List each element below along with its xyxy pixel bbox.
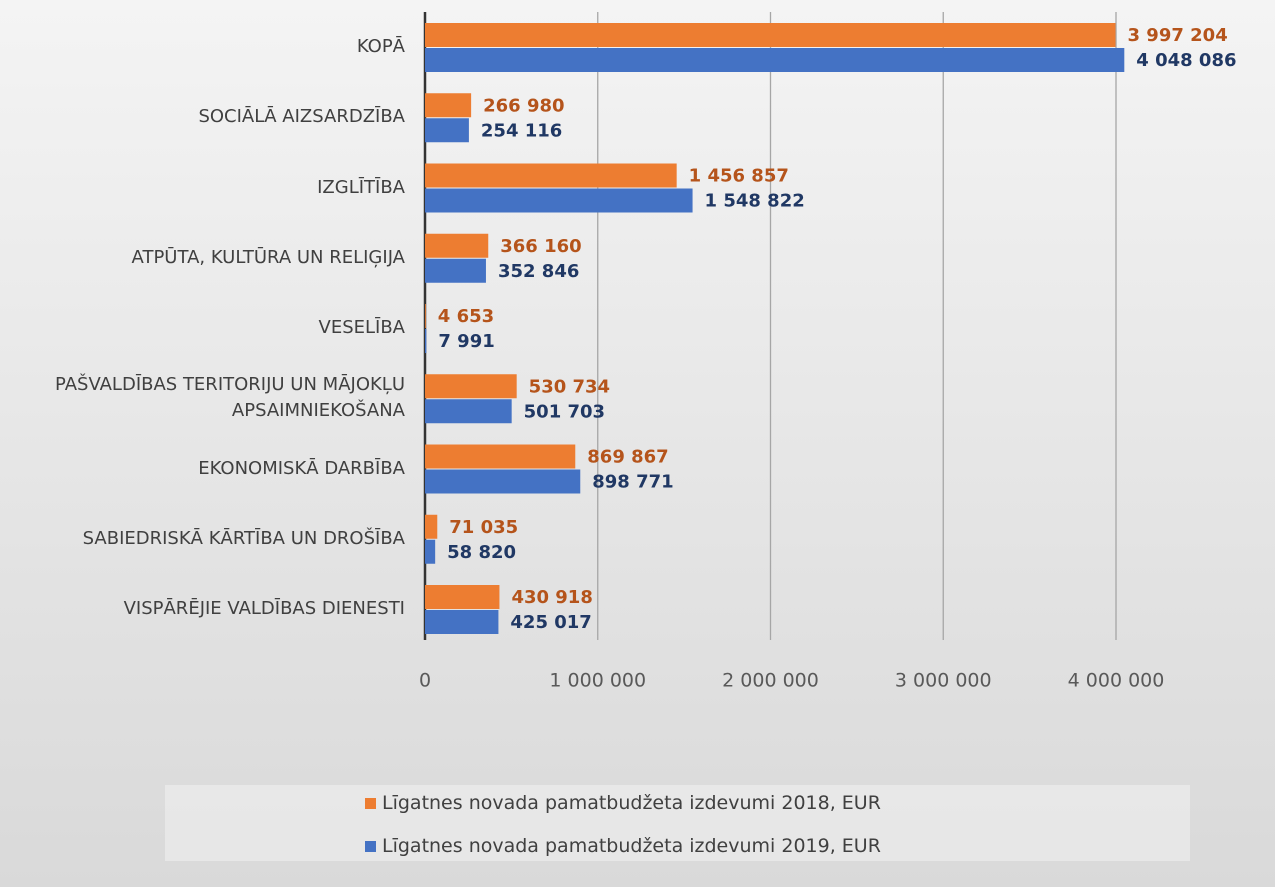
data-label: 4 048 086 [1136, 50, 1236, 71]
data-label: 501 703 [524, 401, 605, 422]
bar [425, 399, 512, 424]
legend-swatch [365, 840, 376, 852]
x-tick-label: 2 000 000 [722, 670, 819, 692]
data-label: 71 035 [449, 517, 518, 538]
category-label: SOCIĀLĀ AIZSARDZĪBA [198, 106, 405, 128]
category-label: SABIEDRISKĀ KĀRTĪBA UN DROŠĪBA [82, 527, 405, 549]
x-tick-label: 4 000 000 [1068, 670, 1165, 692]
bar [425, 585, 500, 609]
x-tick-label: 3 000 000 [895, 670, 992, 692]
legend: Līgatnes novada pamatbudžeta izdevumi 20… [165, 785, 1190, 861]
data-label: 366 160 [500, 236, 581, 257]
data-label: 430 918 [511, 587, 592, 608]
category-label: PAŠVALDĪBAS TERITORIJU UN MĀJOKĻU APSAIM… [55, 374, 405, 422]
data-label: 7 991 [438, 331, 494, 352]
data-label: 352 846 [498, 261, 579, 282]
bar [425, 258, 486, 283]
bar [425, 188, 693, 213]
data-label: 4 653 [438, 306, 494, 327]
data-label: 3 997 204 [1128, 25, 1228, 46]
bar [425, 539, 436, 564]
x-tick-label: 1 000 000 [549, 670, 646, 692]
data-label: 1 456 857 [689, 166, 789, 187]
data-label: 530 734 [529, 376, 610, 397]
category-label: KOPĀ [356, 36, 405, 57]
category-label: VISPĀRĒJIE VALDĪBAS DIENESTI [123, 598, 405, 619]
bar [425, 93, 472, 118]
bar [425, 304, 426, 328]
legend-item: Līgatnes novada pamatbudžeta izdevumi 20… [365, 835, 881, 857]
bar [425, 610, 499, 634]
bar [425, 374, 517, 399]
legend-label: Līgatnes novada pamatbudžeta izdevumi 20… [382, 835, 881, 857]
bar [425, 444, 576, 469]
data-label: 425 017 [510, 612, 591, 633]
bar [425, 233, 489, 258]
data-label: 58 820 [447, 542, 516, 563]
data-label: 898 771 [592, 472, 673, 493]
legend-swatch [365, 797, 376, 809]
category-label: EKONOMISKĀ DARBĪBA [198, 457, 405, 479]
legend-item: Līgatnes novada pamatbudžeta izdevumi 20… [365, 792, 881, 814]
category-label: IZGLĪTĪBA [317, 176, 405, 198]
bar [425, 514, 438, 539]
bar [425, 329, 427, 353]
x-tick-label: 0 [419, 670, 431, 692]
bar [425, 118, 469, 143]
bar [425, 48, 1125, 72]
legend-label: Līgatnes novada pamatbudžeta izdevumi 20… [382, 792, 881, 814]
data-label: 254 116 [481, 120, 562, 141]
category-label: VESELĪBA [318, 317, 405, 338]
bar [425, 23, 1116, 47]
data-label: 266 980 [483, 95, 564, 116]
data-label: 1 548 822 [705, 191, 805, 212]
bar [425, 469, 581, 494]
data-label: 869 867 [587, 447, 668, 468]
bar [425, 163, 677, 188]
category-label: ATPŪTA, KULTŪRA UN RELIĢIJA [131, 246, 405, 268]
